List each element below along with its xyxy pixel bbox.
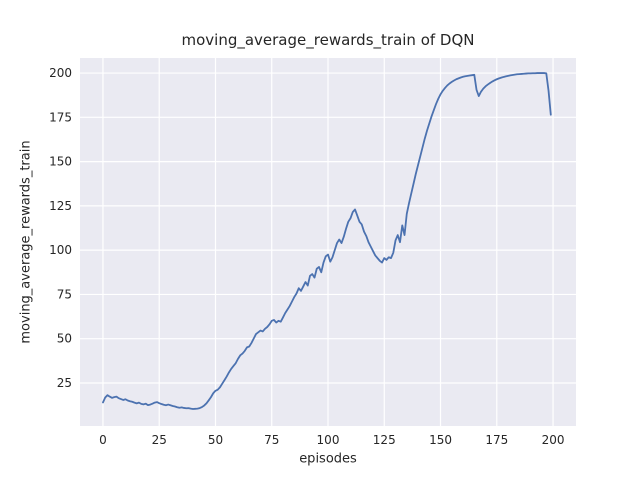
x-tick-label: 0 — [99, 433, 107, 447]
y-axis-label: moving_average_rewards_train — [18, 140, 34, 344]
x-tick-label: 100 — [317, 433, 340, 447]
y-tick-label: 100 — [49, 243, 72, 257]
reward-line — [102, 72, 552, 410]
y-tick-label: 200 — [49, 66, 72, 80]
x-tick-label: 50 — [208, 433, 223, 447]
x-axis-label: episodes — [299, 451, 357, 467]
y-tick-label: 25 — [57, 376, 72, 390]
y-tick-label: 50 — [57, 332, 72, 346]
x-tick-label: 75 — [264, 433, 279, 447]
x-tick-label: 150 — [429, 433, 452, 447]
x-tick-label: 200 — [542, 433, 565, 447]
x-tick-label: 175 — [485, 433, 508, 447]
y-tick-label: 175 — [49, 110, 72, 124]
chart-title: moving_average_rewards_train of DQN — [181, 31, 475, 49]
x-tick-label: 125 — [373, 433, 396, 447]
y-tick-label: 75 — [57, 287, 72, 301]
y-tick-label: 125 — [49, 199, 72, 213]
x-tick-label: 25 — [152, 433, 167, 447]
y-tick-label: 150 — [49, 155, 72, 169]
